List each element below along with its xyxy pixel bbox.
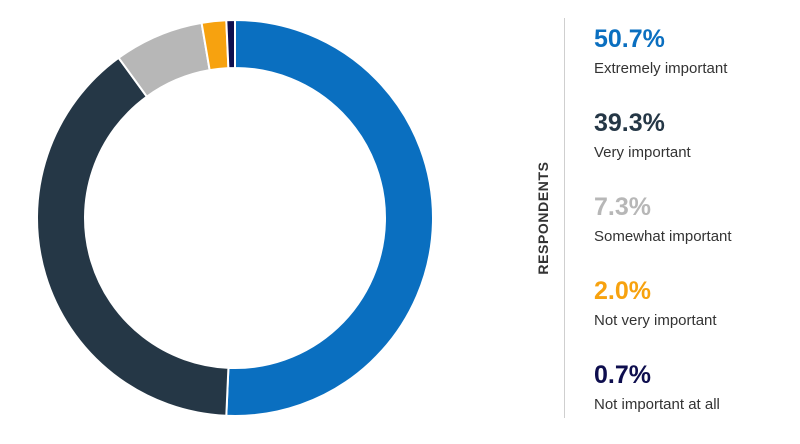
legend-item-very-important: 39.3% Very important xyxy=(594,108,794,192)
legend-divider xyxy=(564,18,565,418)
donut-slice-extremely-important xyxy=(225,18,434,417)
legend-item-somewhat-important: 7.3% Somewhat important xyxy=(594,192,794,276)
donut-chart xyxy=(36,18,434,417)
donut-slice-not-important-at-all xyxy=(225,18,236,70)
legend-label: Extremely important xyxy=(594,60,728,77)
legend-item-extremely-important: 50.7% Extremely important xyxy=(594,24,794,108)
axis-title: RESPONDENTS xyxy=(535,161,551,275)
legend-item-not-important-at-all: 0.7% Not important at all xyxy=(594,360,794,444)
legend-label: Very important xyxy=(594,144,691,161)
legend-value: 39.3% xyxy=(594,109,665,137)
legend: 50.7% Extremely important 39.3% Very imp… xyxy=(594,24,794,444)
legend-item-not-very-important: 2.0% Not very important xyxy=(594,276,794,360)
legend-value: 2.0% xyxy=(594,277,651,305)
legend-value: 0.7% xyxy=(594,361,651,389)
donut-slice-very-important xyxy=(36,56,230,417)
legend-value: 50.7% xyxy=(594,25,665,53)
legend-label: Not important at all xyxy=(594,396,720,413)
legend-label: Somewhat important xyxy=(594,228,732,245)
legend-value: 7.3% xyxy=(594,193,651,221)
legend-label: Not very important xyxy=(594,312,717,329)
